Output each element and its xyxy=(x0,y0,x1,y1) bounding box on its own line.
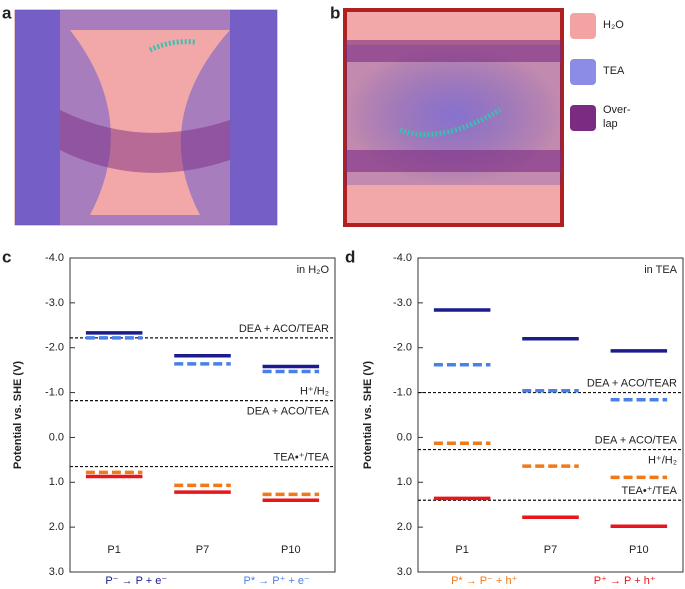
panel-label: d xyxy=(345,247,355,266)
annotation: in H₂O xyxy=(297,264,330,276)
y-tick-label: 2.0 xyxy=(397,521,412,533)
category-label: P10 xyxy=(629,544,649,556)
category-label: P7 xyxy=(196,544,209,556)
y-tick-label: 1.0 xyxy=(397,476,412,488)
legend-label: P* → P⁺ + e⁻ xyxy=(244,575,311,587)
reference-label: DEA + ACO/TEA xyxy=(247,406,330,418)
reference-label: DEA + ACO/TEA xyxy=(595,434,678,446)
legend-label: TEA xyxy=(603,65,625,77)
category-label: P7 xyxy=(544,544,557,556)
category-label: P1 xyxy=(107,544,120,556)
panel-label: a xyxy=(2,3,12,22)
y-tick-label: -3.0 xyxy=(393,297,412,309)
y-tick-label: -2.0 xyxy=(45,342,64,354)
legend-label: P⁻ → P + e⁻ xyxy=(105,575,167,587)
panel-a-image xyxy=(14,9,278,226)
reference-label: DEA + ACO/TEAR xyxy=(239,323,329,335)
legend-label: P⁺ → P + h⁺ xyxy=(594,575,656,587)
legend-swatch xyxy=(570,59,596,85)
y-tick-label: -1.0 xyxy=(45,386,64,398)
reference-label: DEA + ACO/TEAR xyxy=(587,377,677,389)
panel-label: b xyxy=(330,3,340,22)
legend-label: Over- xyxy=(603,104,631,116)
y-tick-label: 0.0 xyxy=(397,431,412,443)
y-tick-label: -1.0 xyxy=(393,386,412,398)
reference-label: TEA•⁺/TEA xyxy=(274,451,330,463)
reference-label: TEA•⁺/TEA xyxy=(622,485,678,497)
y-tick-label: 1.0 xyxy=(49,476,64,488)
category-label: P10 xyxy=(281,544,301,556)
reference-label: H⁺/H₂ xyxy=(648,454,677,466)
y-tick-label: -4.0 xyxy=(45,252,64,264)
panel-label: c xyxy=(2,247,11,266)
y-tick-label: -2.0 xyxy=(393,342,412,354)
legend-label: P* → P⁻ + h⁺ xyxy=(451,575,518,587)
plot-frame xyxy=(417,257,684,573)
legend-label: lap xyxy=(603,118,618,130)
panel-b-image xyxy=(343,8,564,227)
y-tick-label: -4.0 xyxy=(393,252,412,264)
y-tick-label: -3.0 xyxy=(45,297,64,309)
legend-swatch xyxy=(570,105,596,131)
y-axis-label: Potential vs. SHE (V) xyxy=(12,361,24,470)
annotation: in TEA xyxy=(644,264,677,276)
y-tick-label: 3.0 xyxy=(397,566,412,578)
plot-frame xyxy=(69,257,336,573)
y-tick-label: 2.0 xyxy=(49,521,64,533)
y-tick-label: 0.0 xyxy=(49,431,64,443)
category-label: P1 xyxy=(455,544,468,556)
reference-label: H⁺/H₂ xyxy=(300,386,329,398)
y-tick-label: 3.0 xyxy=(49,566,64,578)
legend-label: H₂O xyxy=(603,19,624,31)
y-axis-label: Potential vs. SHE (V) xyxy=(362,361,374,470)
legend-swatch xyxy=(570,13,596,39)
